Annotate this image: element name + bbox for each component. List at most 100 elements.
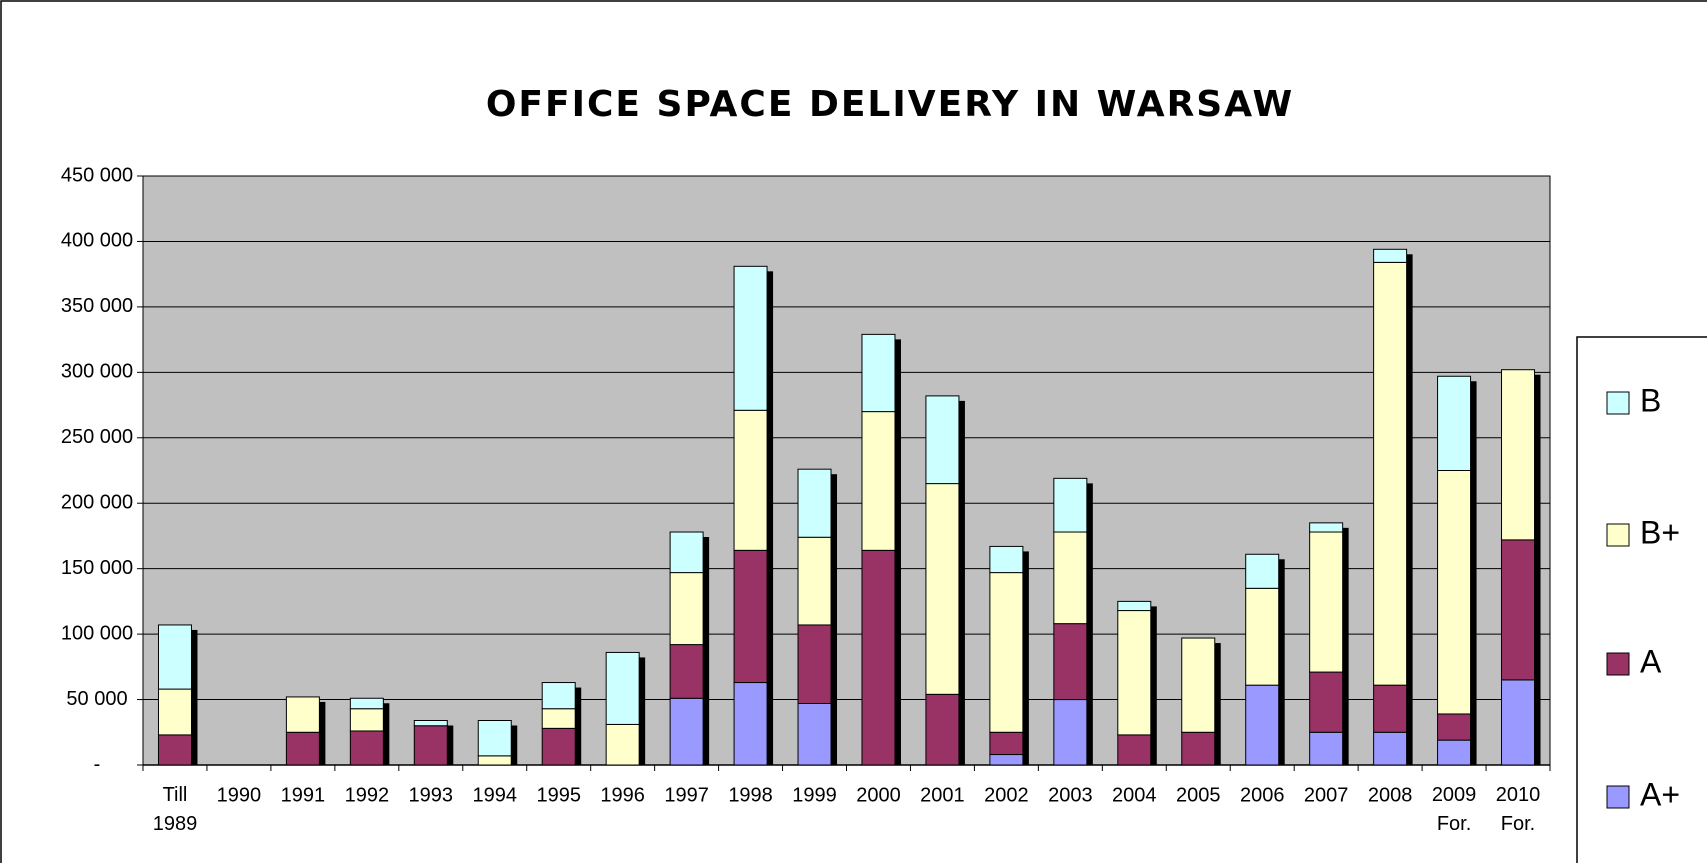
bar-segment xyxy=(1117,600,1152,612)
x-tick-label: 1998 xyxy=(728,784,773,806)
x-tick-label: 1994 xyxy=(473,784,518,806)
x-tick-label: 1999 xyxy=(792,784,837,806)
y-tick-label: 150 000 xyxy=(61,557,133,579)
x-tick-label: 1995 xyxy=(536,784,581,806)
x-tick-label: 2010 For. xyxy=(1496,784,1541,835)
bar-segment xyxy=(1053,531,1088,625)
x-tick-label: 2002 xyxy=(984,784,1029,806)
bar-segment xyxy=(1309,522,1344,533)
x-tick-label: 2001 xyxy=(920,784,965,806)
bar-segment xyxy=(157,688,192,736)
bar-segment xyxy=(1181,637,1216,733)
bar-segment xyxy=(605,651,640,725)
bar-segment xyxy=(669,531,704,574)
bar-segment xyxy=(1309,531,1344,673)
bar-segment xyxy=(1501,539,1536,681)
bar-segment xyxy=(1053,623,1088,701)
legend-swatch xyxy=(1606,785,1630,809)
x-tick-label: 1997 xyxy=(664,784,709,806)
bar-segment xyxy=(861,549,896,766)
x-tick-label: 2007 xyxy=(1304,784,1349,806)
x-tick-label: 1993 xyxy=(409,784,454,806)
x-tick-label: 1992 xyxy=(345,784,390,806)
bar-segment xyxy=(989,754,1024,766)
y-tick-label: 100 000 xyxy=(61,622,133,644)
bar-segment xyxy=(733,409,768,551)
bar-segment xyxy=(1245,684,1280,766)
bar-segment xyxy=(797,624,832,704)
y-tick-label: 200 000 xyxy=(61,492,133,514)
bar-segment xyxy=(925,693,960,766)
y-tick-label: 450 000 xyxy=(61,164,133,186)
bar-segment xyxy=(1501,679,1536,766)
bar-segment xyxy=(605,723,640,766)
x-tick-label: 1991 xyxy=(281,784,326,806)
y-tick-label: 350 000 xyxy=(61,295,133,317)
bar-segment xyxy=(1053,477,1088,533)
bar-segment xyxy=(733,265,768,411)
bar-segment xyxy=(1437,375,1472,472)
legend-label: A xyxy=(1640,643,1662,679)
bar-segment xyxy=(349,697,384,710)
bar-segment xyxy=(669,644,704,699)
y-tick-label: - xyxy=(94,753,101,775)
bar-segment xyxy=(1437,739,1472,766)
x-tick-label: Till 1989 xyxy=(153,784,198,835)
bar-segment xyxy=(1501,369,1536,541)
y-tick-label: 300 000 xyxy=(61,361,133,383)
bar-segment xyxy=(1117,610,1152,736)
bar-segment xyxy=(1309,671,1344,733)
bar-segment xyxy=(669,697,704,766)
legend-label: A+ xyxy=(1640,776,1680,812)
bar-segment xyxy=(349,708,384,732)
bar-segment xyxy=(797,536,832,626)
bar-segment xyxy=(1245,553,1280,589)
legend-swatch xyxy=(1606,652,1630,676)
x-tick-label: 2009 For. xyxy=(1432,784,1477,835)
bar-segment xyxy=(541,708,576,729)
bar-segment xyxy=(477,719,512,757)
x-tick-label: 1990 xyxy=(217,784,262,806)
bar-segment xyxy=(1437,713,1472,741)
bar-segment xyxy=(861,411,896,551)
x-tick-label: 2005 xyxy=(1176,784,1221,806)
x-tick-label: 2008 xyxy=(1368,784,1413,806)
bar-segment xyxy=(285,696,320,733)
y-tick-label: 50 000 xyxy=(66,688,127,710)
y-tick-label: 250 000 xyxy=(61,426,133,448)
bar-segment xyxy=(1373,261,1408,686)
legend-swatch xyxy=(1606,523,1630,547)
legend-label: B xyxy=(1640,382,1661,418)
bar-segment xyxy=(925,483,960,695)
bar-segment xyxy=(541,727,576,766)
legend-box xyxy=(1576,336,1707,868)
bar-segment xyxy=(797,468,832,538)
bar-segment xyxy=(1309,731,1344,766)
x-tick-label: 1996 xyxy=(600,784,645,806)
bar-segment xyxy=(1117,734,1152,766)
bar-segment xyxy=(989,545,1024,574)
bar-segment xyxy=(1181,731,1216,766)
bar-segment xyxy=(157,734,192,766)
bar-segment xyxy=(861,333,896,413)
bar-segment xyxy=(1373,731,1408,766)
bar-segment xyxy=(349,730,384,766)
bar-segment xyxy=(1373,248,1408,263)
x-tick-label: 2004 xyxy=(1112,784,1157,806)
x-tick-label: 2003 xyxy=(1048,784,1093,806)
bar-segment xyxy=(285,731,320,766)
bar-segment xyxy=(1053,699,1088,766)
bar-segment xyxy=(541,682,576,710)
bar-segment xyxy=(1373,684,1408,733)
chart-title: OFFICE SPACE DELIVERY IN WARSAW xyxy=(486,84,1294,125)
bar-segment xyxy=(477,755,512,766)
bar-segment xyxy=(925,395,960,485)
bar-segment xyxy=(413,719,448,727)
bar-segment xyxy=(733,549,768,684)
bar-segment xyxy=(989,731,1024,756)
x-tick-label: 2000 xyxy=(856,784,901,806)
legend-swatch xyxy=(1606,391,1630,415)
x-tick-label: 2006 xyxy=(1240,784,1285,806)
legend-label: B+ xyxy=(1640,514,1680,550)
